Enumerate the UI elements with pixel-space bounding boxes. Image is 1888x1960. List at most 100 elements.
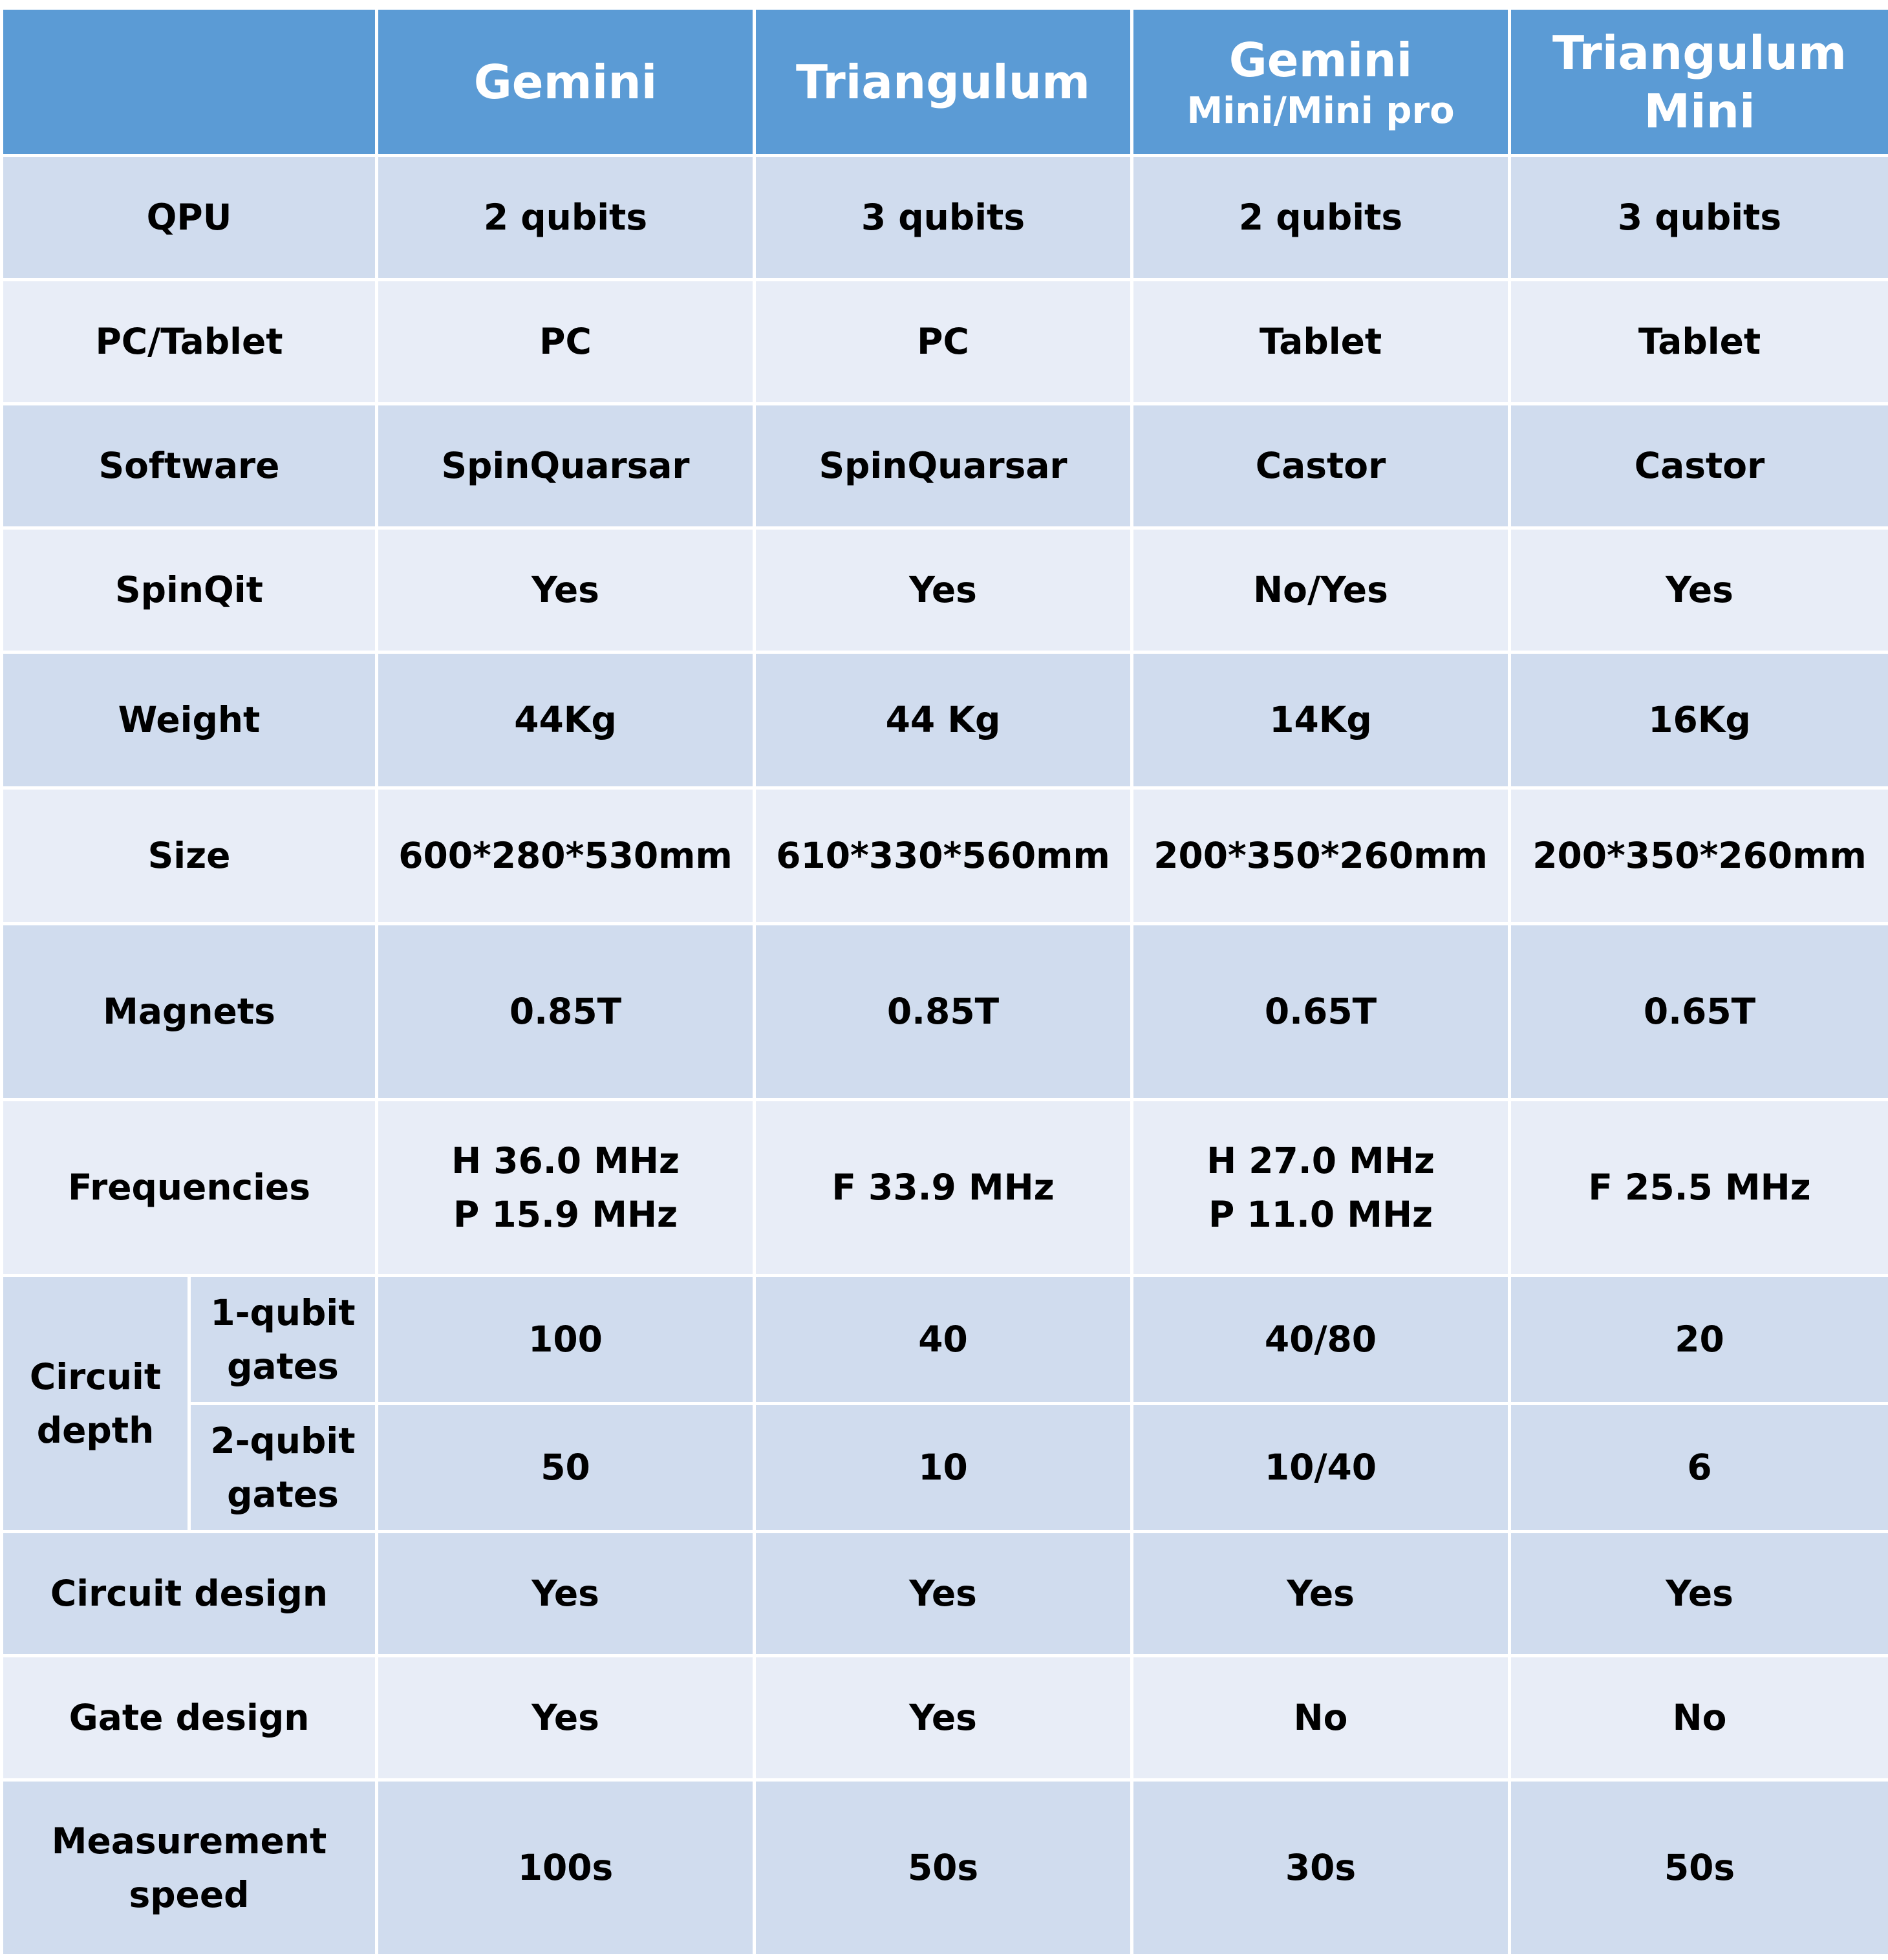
cell-weight-triangulum-mini: 16Kg (1508, 651, 1888, 790)
measurement-label-line: speed (129, 1873, 250, 1915)
header-triangulum-mini: Triangulum Mini (1508, 6, 1888, 157)
row-label-software: Software (0, 402, 378, 530)
row-label-measurement-speed: Measurement speed (0, 1778, 378, 1957)
circuit-depth-label-line: depth (36, 1409, 155, 1451)
table-row-1-qubit-gates: Circuit depth 1-qubit gates 100 40 40/80… (0, 1274, 1888, 1533)
frequency-line: H 36.0 MHz (451, 1140, 680, 1181)
row-label-frequencies: Frequencies (0, 1098, 378, 1277)
cell-circuit-design-triangulum: Yes (753, 1530, 1133, 1657)
cell-circuit-design-gemini-mini: Yes (1130, 1530, 1511, 1657)
row-label-size: Size (0, 786, 378, 925)
cell-gate-design-triangulum-mini: No (1508, 1654, 1888, 1782)
cell-speed-triangulum: 50s (753, 1778, 1133, 1957)
header-triangulum: Triangulum (753, 6, 1133, 157)
table-row-magnets: Magnets 0.85T 0.85T 0.65T 0.65T (0, 922, 1888, 1101)
cell-gate-design-gemini: Yes (375, 1654, 756, 1782)
table-row-spinqit: SpinQit Yes Yes No/Yes Yes (0, 526, 1888, 654)
cell-spinqit-gemini-mini: No/Yes (1130, 526, 1511, 654)
frequency-line: P 11.0 MHz (1208, 1193, 1433, 1235)
cell-1q-gemini-mini: 40/80 (1130, 1274, 1511, 1405)
cell-size-gemini-mini: 200*350*260mm (1130, 786, 1511, 925)
cell-magnets-triangulum-mini: 0.65T (1508, 922, 1888, 1101)
header-gemini: Gemini (375, 6, 756, 157)
cell-2q-triangulum: 10 (753, 1402, 1133, 1533)
table-row-measurement-speed: Measurement speed 100s 50s 30s 50s (0, 1778, 1888, 1957)
cell-frequencies-triangulum: F 33.9 MHz (753, 1098, 1133, 1277)
table-row-gate-design: Gate design Yes Yes No No (0, 1654, 1888, 1782)
cell-speed-triangulum-mini: 50s (1508, 1778, 1888, 1957)
cell-software-gemini-mini: Castor (1130, 402, 1511, 530)
comparison-table: Gemini Triangulum Gemini Mini/Mini pro T… (0, 6, 1888, 1957)
cell-1q-gemini: 100 (375, 1274, 756, 1405)
header-triangulum-mini-title: Triangulum (1552, 25, 1847, 80)
sublabel-line: 1-qubit (210, 1292, 356, 1333)
cell-weight-gemini: 44Kg (375, 651, 756, 790)
sublabel-line: gates (227, 1473, 339, 1515)
cell-weight-triangulum: 44 Kg (753, 651, 1133, 790)
cell-size-gemini: 600*280*530mm (375, 786, 756, 925)
cell-qpu-triangulum-mini: 3 qubits (1508, 154, 1888, 281)
table-row-size: Size 600*280*530mm 610*330*560mm 200*350… (0, 786, 1888, 925)
sublabel-line: gates (227, 1345, 339, 1387)
cell-gate-design-triangulum: Yes (753, 1654, 1133, 1782)
cell-pc-triangulum: PC (753, 278, 1133, 405)
cell-speed-gemini: 100s (375, 1778, 756, 1957)
header-gemini-mini-subtitle: Mini/Mini pro (1186, 89, 1455, 132)
table-row-weight: Weight 44Kg 44 Kg 14Kg 16Kg (0, 651, 1888, 790)
cell-frequencies-gemini-mini: H 27.0 MHz P 11.0 MHz (1130, 1098, 1511, 1277)
cell-software-triangulum-mini: Castor (1508, 402, 1888, 530)
cell-software-triangulum: SpinQuarsar (753, 402, 1133, 530)
cell-pc-gemini: PC (375, 278, 756, 405)
cell-frequencies-gemini: H 36.0 MHz P 15.9 MHz (375, 1098, 756, 1277)
cell-2q-gemini-mini: 10/40 (1130, 1402, 1511, 1533)
row-label-qpu: QPU (0, 154, 378, 281)
row-label-circuit-depth: Circuit depth (0, 1274, 191, 1533)
cell-2q-triangulum-mini: 6 (1508, 1402, 1888, 1533)
row-sublabel-2-qubit-gates: 2-qubit gates (188, 1402, 378, 1533)
row-label-weight: Weight (0, 651, 378, 790)
row-label-magnets: Magnets (0, 922, 378, 1101)
cell-1q-triangulum-mini: 20 (1508, 1274, 1888, 1405)
row-sublabel-1-qubit-gates: 1-qubit gates (188, 1274, 378, 1405)
cell-spinqit-gemini: Yes (375, 526, 756, 654)
frequency-line: P 15.9 MHz (453, 1193, 678, 1235)
cell-qpu-triangulum: 3 qubits (753, 154, 1133, 281)
table-row-pc-tablet: PC/Tablet PC PC Tablet Tablet (0, 278, 1888, 405)
cell-magnets-gemini-mini: 0.65T (1130, 922, 1511, 1101)
table-row-software: Software SpinQuarsar SpinQuarsar Castor … (0, 402, 1888, 530)
cell-circuit-design-gemini: Yes (375, 1530, 756, 1657)
cell-pc-triangulum-mini: Tablet (1508, 278, 1888, 405)
frequency-line: H 27.0 MHz (1207, 1140, 1435, 1181)
cell-qpu-gemini: 2 qubits (375, 154, 756, 281)
cell-2q-gemini: 50 (375, 1402, 756, 1533)
cell-size-triangulum-mini: 200*350*260mm (1508, 786, 1888, 925)
cell-pc-gemini-mini: Tablet (1130, 278, 1511, 405)
header-empty-cell (0, 6, 378, 157)
row-label-spinqit: SpinQit (0, 526, 378, 654)
table-row-2-qubit-gates: 2-qubit gates 50 10 10/40 6 (2, 1402, 1888, 1533)
row-label-gate-design: Gate design (0, 1654, 378, 1782)
cell-magnets-gemini: 0.85T (375, 922, 756, 1101)
measurement-label-line: Measurement (51, 1820, 327, 1862)
cell-spinqit-triangulum-mini: Yes (1508, 526, 1888, 654)
cell-size-triangulum: 610*330*560mm (753, 786, 1133, 925)
cell-software-gemini: SpinQuarsar (375, 402, 756, 530)
header-gemini-mini-title: Gemini (1228, 32, 1413, 87)
cell-magnets-triangulum: 0.85T (753, 922, 1133, 1101)
header-row: Gemini Triangulum Gemini Mini/Mini pro T… (0, 6, 1888, 157)
cell-speed-gemini-mini: 30s (1130, 1778, 1511, 1957)
cell-spinqit-triangulum: Yes (753, 526, 1133, 654)
header-gemini-mini: Gemini Mini/Mini pro (1130, 6, 1511, 157)
cell-weight-gemini-mini: 14Kg (1130, 651, 1511, 790)
header-triangulum-mini-subtitle: Mini (1644, 83, 1755, 138)
table-row-frequencies: Frequencies H 36.0 MHz P 15.9 MHz F 33.9… (0, 1098, 1888, 1277)
sublabel-line: 2-qubit (210, 1420, 356, 1461)
row-label-pc-tablet: PC/Tablet (0, 278, 378, 405)
circuit-depth-label-line: Circuit (29, 1356, 162, 1397)
cell-circuit-design-triangulum-mini: Yes (1508, 1530, 1888, 1657)
table-row-qpu: QPU 2 qubits 3 qubits 2 qubits 3 qubits (0, 154, 1888, 281)
row-label-circuit-design: Circuit design (0, 1530, 378, 1657)
cell-frequencies-triangulum-mini: F 25.5 MHz (1508, 1098, 1888, 1277)
cell-gate-design-gemini-mini: No (1130, 1654, 1511, 1782)
